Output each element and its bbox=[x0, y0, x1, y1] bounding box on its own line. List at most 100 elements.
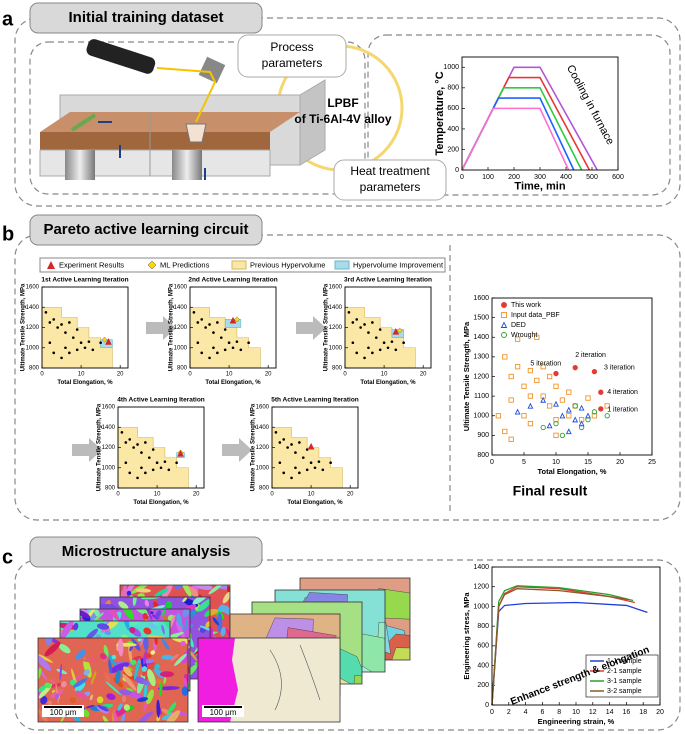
y-tick-label: 800 bbox=[29, 366, 40, 372]
point bbox=[128, 471, 132, 475]
grain bbox=[159, 671, 175, 678]
legend-marker bbox=[501, 302, 507, 308]
annotation: 5 iteration bbox=[530, 361, 561, 368]
point bbox=[508, 397, 514, 403]
point bbox=[60, 323, 63, 326]
y-tick-label: 1200 bbox=[473, 584, 489, 591]
point bbox=[200, 351, 204, 355]
point bbox=[565, 406, 572, 413]
legend-marker bbox=[501, 332, 507, 338]
y-axis-label: Temperature, °C bbox=[434, 71, 446, 155]
x-tick-label: 25 bbox=[648, 459, 656, 466]
point bbox=[282, 438, 286, 441]
y-tick-label: 1000 bbox=[174, 345, 188, 351]
alloy-text: LPBF bbox=[327, 96, 358, 110]
y-tick-label: 1200 bbox=[329, 325, 343, 331]
grain bbox=[58, 714, 65, 722]
point bbox=[274, 431, 278, 434]
legend-marker bbox=[231, 260, 247, 270]
mirror bbox=[198, 56, 226, 84]
point bbox=[83, 346, 87, 350]
grain bbox=[165, 600, 173, 609]
point bbox=[282, 471, 286, 475]
point bbox=[223, 348, 227, 352]
grain bbox=[199, 625, 210, 632]
point bbox=[591, 409, 598, 415]
plot-frame bbox=[491, 566, 661, 706]
point bbox=[247, 341, 250, 344]
y-tick-label: 1000 bbox=[102, 465, 116, 471]
x-tick-label: 500 bbox=[586, 174, 598, 181]
grain bbox=[74, 681, 86, 693]
y-tick-label: 1000 bbox=[443, 64, 459, 71]
grain bbox=[198, 638, 238, 722]
map-border bbox=[37, 637, 189, 723]
grain bbox=[143, 683, 148, 699]
grain bbox=[181, 585, 192, 597]
powder-bed bbox=[40, 112, 300, 132]
plot-frame bbox=[271, 406, 359, 489]
point bbox=[351, 321, 355, 324]
grain bbox=[128, 643, 133, 664]
y-axis-label: Ultimate Tensile Strength, MPa bbox=[462, 321, 471, 431]
x-tick-label: 8 bbox=[557, 709, 561, 716]
point bbox=[363, 356, 366, 360]
grain bbox=[111, 654, 117, 660]
grain bbox=[121, 609, 134, 620]
scale-text: 100 μm bbox=[50, 708, 77, 717]
point bbox=[402, 341, 405, 344]
panel-frame bbox=[14, 17, 681, 207]
grain bbox=[82, 657, 99, 663]
x-tick-label: 18 bbox=[639, 709, 647, 716]
point bbox=[540, 396, 547, 403]
grain bbox=[97, 623, 110, 630]
y-tick-label: 1200 bbox=[26, 325, 40, 331]
grain bbox=[161, 638, 170, 651]
grain bbox=[135, 588, 151, 593]
grain bbox=[192, 597, 208, 605]
hypervolume bbox=[117, 426, 189, 489]
grain bbox=[222, 591, 230, 604]
x-tick-label: 0 bbox=[188, 372, 192, 378]
x-tick-label: 15 bbox=[584, 459, 592, 466]
point bbox=[359, 326, 362, 329]
grain bbox=[154, 588, 169, 597]
point bbox=[290, 443, 293, 446]
point bbox=[216, 321, 219, 324]
title-box bbox=[29, 214, 263, 246]
grain bbox=[137, 638, 142, 642]
grain bbox=[38, 654, 52, 671]
grain bbox=[180, 640, 186, 646]
x-tick-label: 100 bbox=[482, 174, 494, 181]
point bbox=[144, 441, 147, 444]
x-tick-label: 10 bbox=[552, 459, 560, 466]
point bbox=[192, 311, 196, 314]
y-tick-label: 800 bbox=[105, 486, 116, 492]
grain bbox=[132, 597, 137, 606]
point bbox=[598, 406, 604, 412]
panel-label: b bbox=[2, 223, 14, 245]
y-axis-label: Ultimate Tensile Strength, MPa bbox=[97, 403, 103, 491]
x-tick-label: 20 bbox=[656, 709, 664, 716]
point bbox=[508, 436, 514, 442]
point bbox=[175, 461, 178, 464]
grain bbox=[187, 586, 199, 598]
legend-box bbox=[585, 654, 659, 698]
point bbox=[229, 316, 237, 324]
point bbox=[177, 449, 184, 457]
point bbox=[559, 397, 566, 403]
point bbox=[553, 400, 559, 407]
recoater bbox=[70, 113, 97, 132]
box-text: Heat treatment bbox=[350, 164, 430, 178]
panel-title: Initial training dataset bbox=[68, 9, 223, 26]
x-tick-label: 20 bbox=[420, 372, 427, 378]
point bbox=[371, 321, 374, 324]
grain bbox=[38, 654, 53, 663]
point bbox=[374, 336, 378, 339]
grain bbox=[220, 604, 230, 616]
grain bbox=[100, 653, 107, 660]
point bbox=[219, 336, 223, 339]
grain bbox=[144, 599, 150, 607]
flow-arrow bbox=[146, 316, 176, 340]
grain bbox=[122, 673, 137, 691]
